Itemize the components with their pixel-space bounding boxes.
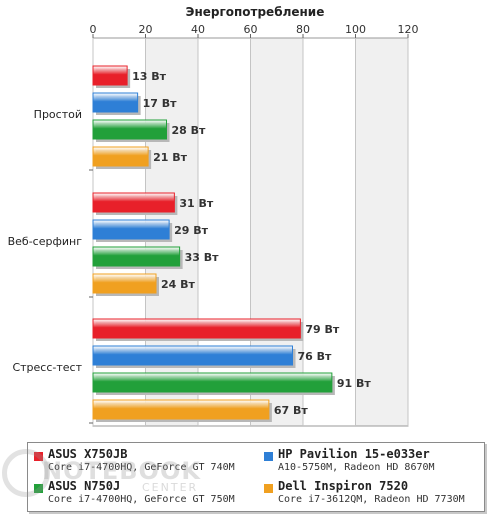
bar-value-label: 21 Вт: [153, 151, 188, 164]
plot-background: [92, 37, 409, 427]
tick-label: 60: [244, 23, 258, 36]
legend-series-spec: A10-5750M, Radeon HD 8670M: [278, 462, 435, 473]
bar: [92, 146, 149, 167]
legend-series-spec: Core i7-3612QM, Radeon HD 7730M: [278, 494, 465, 505]
bar-value-label: 67 Вт: [274, 404, 309, 417]
tick-label: 20: [139, 23, 153, 36]
chart-title: Энергопотребление: [186, 5, 325, 19]
category-labels: Простой Веб-серфинг Стресс-тест: [8, 108, 93, 424]
tick-label: 120: [398, 23, 419, 36]
legend-swatch: [34, 452, 43, 461]
bar-value-label: 79 Вт: [305, 323, 340, 336]
tick-label: 100: [345, 23, 366, 36]
tick-label: 80: [296, 23, 310, 36]
legend-series-name: HP Pavilion 15-e033er: [278, 447, 430, 461]
bar: [92, 192, 175, 213]
category-label: Стресс-тест: [12, 361, 82, 374]
bar-value-label: 13 Вт: [132, 70, 167, 83]
bar: [92, 219, 170, 240]
tick-label: 0: [90, 23, 97, 36]
legend-swatch: [264, 484, 273, 493]
bar-value-label: 17 Вт: [143, 97, 178, 110]
bar: [92, 246, 181, 267]
legend-series-name: Dell Inspiron 7520: [278, 479, 409, 493]
legend-swatch: [264, 452, 273, 461]
bar-value-label: 33 Вт: [185, 251, 220, 264]
bar: [92, 345, 293, 366]
bar: [92, 318, 301, 339]
plot-band: [303, 38, 356, 426]
bar: [92, 372, 333, 393]
legend-series-name: ASUS N750J: [48, 479, 121, 493]
category-label: Веб-серфинг: [8, 235, 83, 248]
bars: 13 Вт 17 Вт 28 Вт 21 Вт 31 Вт 29 Вт 33 Вт 24 Вт…: [92, 65, 372, 422]
chart: Энергопотребление 0 20 40 60 80 100 120 13 Вт1…: [8, 5, 419, 427]
plot-band: [355, 38, 408, 426]
bar: [92, 65, 128, 86]
bar: [92, 399, 270, 420]
legend-swatch: [34, 484, 43, 493]
bar: [92, 119, 167, 140]
bar-value-label: 91 Вт: [337, 377, 372, 390]
x-axis-ticks: 0 20 40 60 80 100 120: [90, 23, 419, 38]
legend-series-spec: Core i7-4700HQ, GeForce GT 750M: [48, 494, 235, 505]
legend-series-spec: Core i7-4700HQ, GeForce GT 740M: [48, 462, 235, 473]
bar-value-label: 28 Вт: [172, 124, 207, 137]
bar: [92, 92, 139, 113]
bar-value-label: 24 Вт: [161, 278, 196, 291]
bar-value-label: 76 Вт: [298, 350, 333, 363]
category-label: Простой: [34, 108, 82, 121]
bar-value-label: 31 Вт: [179, 197, 214, 210]
tick-label: 40: [191, 23, 205, 36]
bar: [92, 273, 157, 294]
legend: ASUS X750JB Core i7-4700HQ, GeForce GT 7…: [27, 442, 485, 512]
bar-value-label: 29 Вт: [174, 224, 209, 237]
legend-series-name: ASUS X750JB: [48, 447, 128, 461]
